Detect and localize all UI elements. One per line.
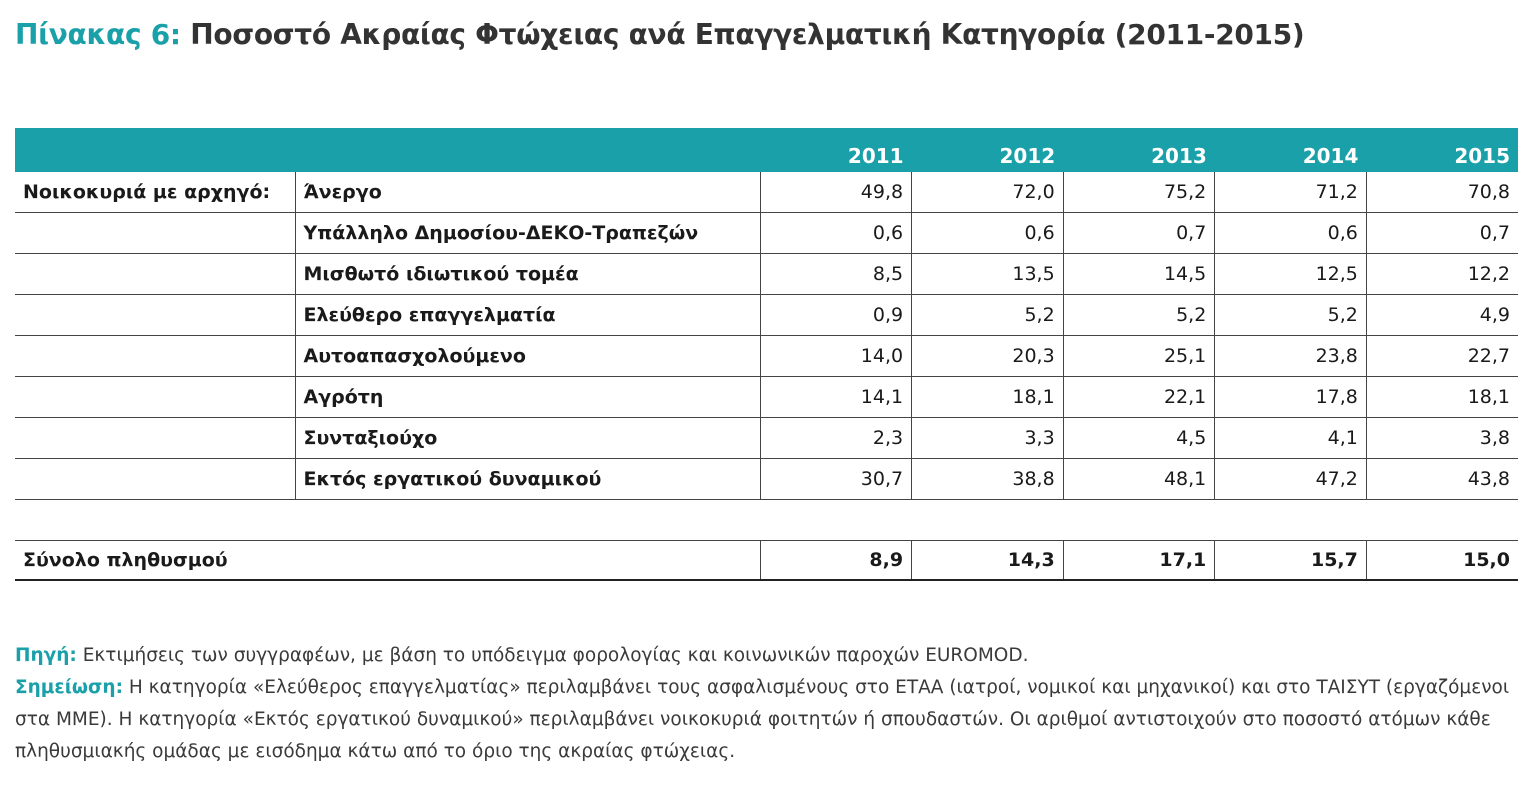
- header-blank-2: [295, 128, 760, 172]
- table-row: Εκτός εργατικού δυναμικού 30,7 38,8 48,1…: [15, 458, 1518, 500]
- note-label: Σημείωση:: [15, 677, 123, 698]
- cell-value: 5,2: [1062, 294, 1215, 336]
- cell-value: 38,8: [911, 458, 1064, 500]
- table-row: Συνταξιούχο 2,3 3,3 4,5 4,1 3,8: [15, 417, 1518, 459]
- table-notes: Πηγή: Εκτιμήσεις των συγγραφέων, με βάση…: [15, 640, 1520, 768]
- poverty-table: 2011 2012 2013 2014 2015 Νοικοκυριά με α…: [15, 128, 1518, 581]
- group-blank: [15, 253, 295, 295]
- cell-value: 4,5: [1062, 417, 1215, 459]
- source-text: Εκτιμήσεις των συγγραφέων, με βάση το υπ…: [76, 645, 1029, 666]
- header-year: 2015: [1454, 144, 1510, 168]
- cell-value: 0,6: [1214, 212, 1367, 254]
- cell-value: 17,8: [1214, 376, 1367, 418]
- cell-value: 0,6: [911, 212, 1064, 254]
- cell-value: 12,2: [1365, 253, 1518, 295]
- cell-value: 72,0: [911, 172, 1064, 213]
- header-blank-1: [15, 128, 295, 172]
- header-year: 2011: [847, 144, 904, 168]
- group-blank: [15, 212, 295, 254]
- group-blank: [15, 376, 295, 418]
- row-label: Εκτός εργατικού δυναμικού: [294, 458, 760, 500]
- cell-value: 70,8: [1365, 172, 1518, 213]
- source-note: Πηγή: Εκτιμήσεις των συγγραφέων, με βάση…: [15, 640, 1520, 672]
- header-year: 2014: [1302, 144, 1359, 168]
- table-header-row: 2011 2012 2013 2014 2015: [15, 128, 1518, 172]
- table-row: Νοικοκυριά με αρχηγό: Άνεργο 49,8 72,0 7…: [15, 172, 1518, 213]
- cell-value: 4,9: [1365, 294, 1518, 336]
- row-label: Μισθωτό ιδιωτικού τομέα: [294, 253, 760, 295]
- table-row: Αγρότη 14,1 18,1 22,1 17,8 18,1: [15, 376, 1518, 418]
- total-value: 15,0: [1365, 540, 1518, 581]
- cell-value: 25,1: [1062, 335, 1215, 377]
- cell-value: 43,8: [1365, 458, 1518, 500]
- cell-value: 5,2: [911, 294, 1064, 336]
- cell-value: 0,9: [759, 294, 912, 336]
- cell-value: 71,2: [1214, 172, 1367, 213]
- cell-value: 14,1: [759, 376, 912, 418]
- group-blank: [15, 417, 295, 459]
- cell-value: 4,1: [1214, 417, 1367, 459]
- table-title-text: Ποσοστό Ακραίας Φτώχειας ανά Επαγγελματι…: [190, 18, 1305, 51]
- row-label: Άνεργο: [294, 172, 760, 213]
- table-number-label: Πίνακας 6:: [15, 18, 181, 51]
- header-year: 2012: [999, 144, 1056, 168]
- cell-value: 8,5: [759, 253, 912, 295]
- cell-value: 18,1: [1365, 376, 1518, 418]
- cell-value: 23,8: [1214, 335, 1367, 377]
- remark-note: Σημείωση: Η κατηγορία «Ελεύθερος επαγγελ…: [15, 672, 1520, 768]
- group-blank: [15, 458, 295, 500]
- row-label: Ελεύθερο επαγγελματία: [294, 294, 760, 336]
- total-value: 8,9: [759, 540, 912, 581]
- cell-value: 49,8: [759, 172, 912, 213]
- cell-value: 0,6: [759, 212, 912, 254]
- cell-value: 75,2: [1062, 172, 1215, 213]
- cell-value: 2,3: [759, 417, 912, 459]
- cell-value: 22,7: [1365, 335, 1518, 377]
- cell-value: 14,0: [759, 335, 912, 377]
- cell-value: 14,5: [1062, 253, 1215, 295]
- cell-value: 13,5: [911, 253, 1064, 295]
- spacer-cell: [15, 499, 1518, 541]
- total-row: Σύνολο πληθυσμού 8,9 14,3 17,1 15,7 15,0: [15, 540, 1518, 581]
- total-label: Σύνολο πληθυσμού: [15, 540, 760, 581]
- total-value: 14,3: [911, 540, 1064, 581]
- total-value: 17,1: [1062, 540, 1215, 581]
- cell-value: 47,2: [1214, 458, 1367, 500]
- note-text: Η κατηγορία «Ελεύθερος επαγγελματίας» πε…: [15, 677, 1510, 762]
- cell-value: 12,5: [1214, 253, 1367, 295]
- row-label: Αυτοαπασχολούμενο: [294, 335, 760, 377]
- cell-value: 5,2: [1214, 294, 1367, 336]
- table-row: Μισθωτό ιδιωτικού τομέα 8,5 13,5 14,5 12…: [15, 253, 1518, 295]
- cell-value: 20,3: [911, 335, 1064, 377]
- cell-value: 22,1: [1062, 376, 1215, 418]
- table-row: Υπάλληλο Δημοσίου-ΔΕΚΟ-Τραπεζών 0,6 0,6 …: [15, 212, 1518, 254]
- cell-value: 0,7: [1062, 212, 1215, 254]
- table-row: Αυτοαπασχολούμενο 14,0 20,3 25,1 23,8 22…: [15, 335, 1518, 377]
- group-blank: [15, 335, 295, 377]
- cell-value: 48,1: [1062, 458, 1215, 500]
- total-value: 15,7: [1214, 540, 1367, 581]
- header-year: 2013: [1151, 144, 1207, 168]
- group-label: Νοικοκυριά με αρχηγό:: [15, 172, 295, 213]
- table-row: Ελεύθερο επαγγελματία 0,9 5,2 5,2 5,2 4,…: [15, 294, 1518, 336]
- group-blank: [15, 294, 295, 336]
- cell-value: 18,1: [911, 376, 1064, 418]
- cell-value: 3,8: [1365, 417, 1518, 459]
- table-spacer-row: [15, 499, 1518, 541]
- cell-value: 3,3: [911, 417, 1064, 459]
- cell-value: 30,7: [759, 458, 912, 500]
- row-label: Αγρότη: [294, 376, 760, 418]
- cell-value: 0,7: [1365, 212, 1518, 254]
- page-title: Πίνακας 6: Ποσοστό Ακραίας Φτώχειας ανά …: [15, 18, 1305, 51]
- source-label: Πηγή:: [15, 645, 77, 666]
- row-label: Συνταξιούχο: [294, 417, 760, 459]
- row-label: Υπάλληλο Δημοσίου-ΔΕΚΟ-Τραπεζών: [294, 212, 760, 254]
